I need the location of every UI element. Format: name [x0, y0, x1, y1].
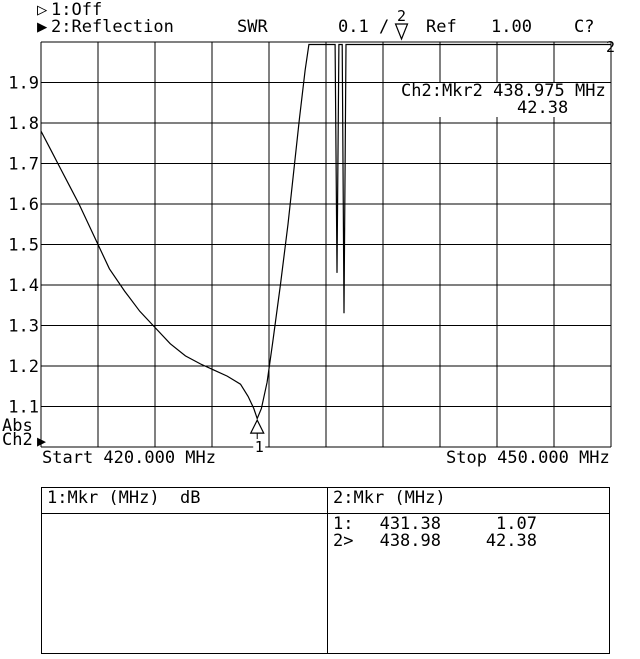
marker-freq-cell: 431.38: [379, 514, 441, 534]
marker-freq-cell: 438.98: [379, 531, 441, 551]
marker-table-left-header: 1:Mkr (MHz) dB: [47, 488, 201, 508]
abs-units-label: Abs: [2, 416, 33, 436]
y-axis-tick-label: 1.6: [8, 195, 39, 215]
marker-1-label: 1: [255, 438, 264, 456]
format-label: SWR: [237, 17, 268, 37]
marker-value-cell: 42.38: [485, 531, 537, 551]
swr-trace: [40, 43, 611, 421]
marker-table-divider: [327, 488, 328, 653]
y-axis-tick-label: 1.5: [8, 236, 39, 256]
y-axis-tick-label: 1.1: [8, 398, 39, 418]
trace2-label: 2:Reflection: [51, 17, 174, 37]
channel-ref-position-icon: ▶: [37, 432, 47, 450]
marker-table-right-header: 2:Mkr (MHz): [333, 488, 446, 508]
scale-per-div-label: 0.1 /: [338, 17, 390, 37]
y-axis-tick-label: 1.2: [8, 357, 39, 377]
marker-2-label: 2: [397, 7, 406, 25]
y-axis-tick-label: 1.8: [8, 114, 39, 134]
y-axis-tick-label: 1.7: [8, 155, 39, 175]
marker-table: 1:Mkr (MHz) dB 2:Mkr (MHz) 1: 431.38 1.0…: [41, 487, 610, 654]
stop-frequency-label: Stop 450.000 MHz: [446, 448, 610, 468]
y-axis-tick-label: 1.9: [8, 74, 39, 94]
right-edge-channel-indicator: 2: [606, 38, 616, 56]
marker-1-triangle-icon: [249, 418, 265, 434]
y-axis-tick-label: 1.4: [8, 276, 39, 296]
ref-value: 1.00: [491, 17, 532, 37]
cal-status-label: C?: [574, 17, 595, 37]
marker-1-label-bg: [253, 439, 266, 454]
ref-label: Ref: [426, 17, 457, 37]
marker-table-row: 1: 431.38 1.07: [42, 516, 609, 533]
trace1-state-icon: ▷: [37, 0, 48, 20]
marker-table-header-rule: [42, 513, 609, 514]
trace2-state-icon: ▶: [37, 17, 48, 37]
marker2-readout-value: 42.38: [517, 98, 569, 118]
marker-value-cell: 1.07: [496, 514, 537, 534]
marker-2-triangle-icon: [394, 23, 409, 41]
channel-label: Ch2: [2, 430, 33, 450]
marker-id-cell: 2>: [333, 531, 354, 551]
y-axis-tick-label: 1.3: [8, 317, 39, 337]
swr-chart: 1.9 1.8 1.7 1.6 1.5 1.4 1.3 1.2 1.1 1 2: [8, 7, 612, 456]
marker-table-row: 2> 438.98 42.38: [42, 533, 609, 550]
start-frequency-label: Start 420.000 MHz: [42, 448, 216, 468]
trace1-label: 1:Off: [51, 0, 103, 20]
marker-id-cell: 1:: [333, 514, 354, 534]
marker2-readout: Ch2:Mkr2 438.975 MHz 42.38: [398, 83, 609, 117]
marker2-readout-freq: Ch2:Mkr2 438.975 MHz: [401, 81, 606, 101]
